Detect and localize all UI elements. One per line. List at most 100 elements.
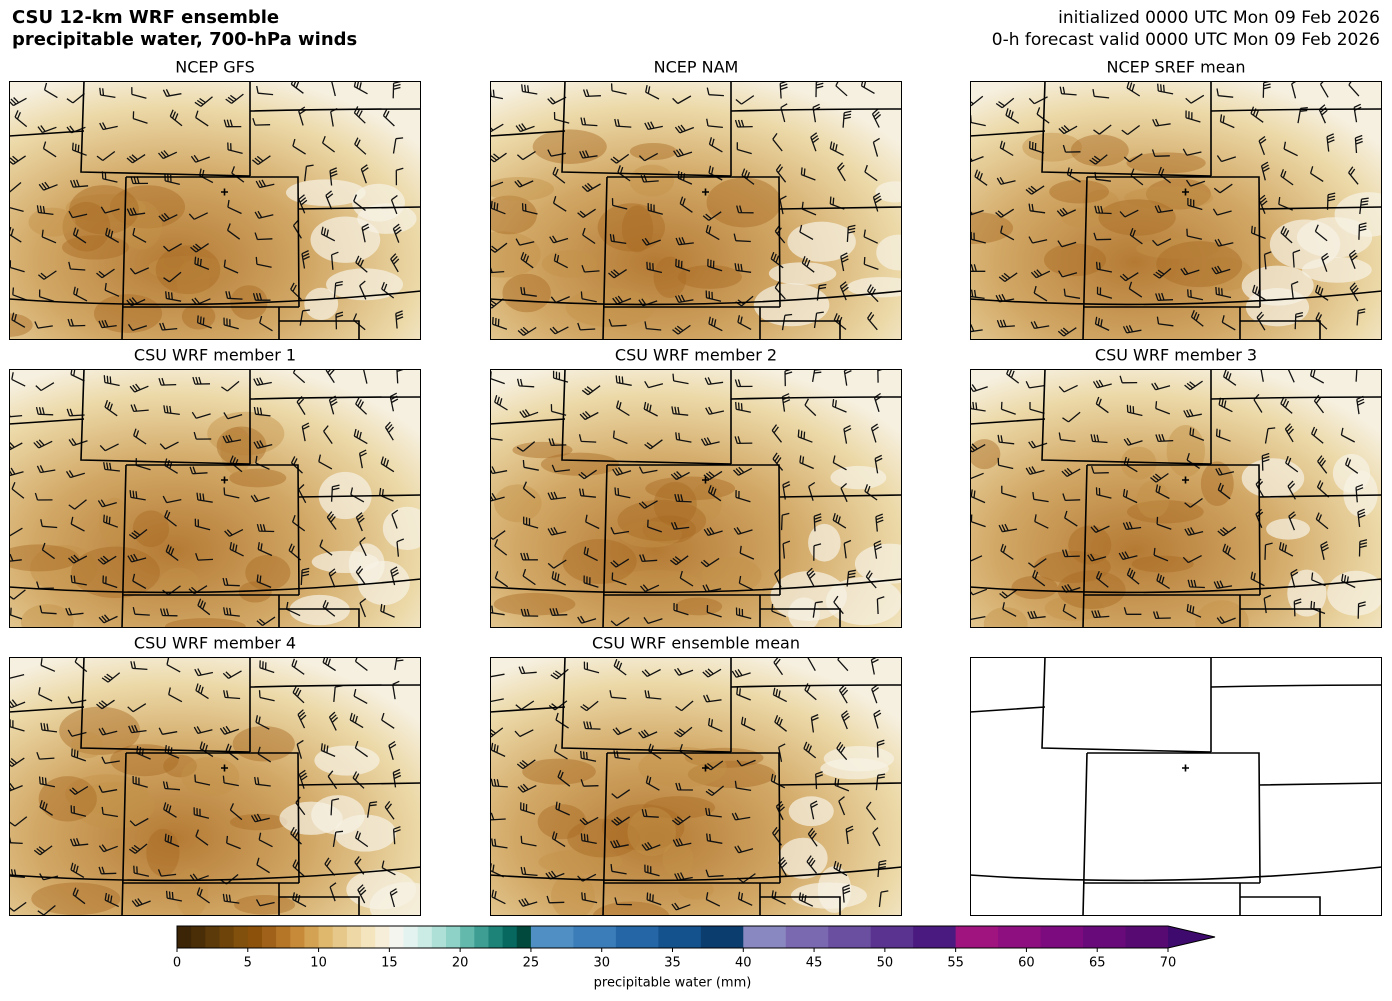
wind-barb <box>9 97 27 107</box>
wind-barb <box>1095 261 1113 273</box>
wind-barb <box>352 771 365 789</box>
wind-barb <box>1341 573 1356 589</box>
wind-barb <box>545 870 565 880</box>
colorbar-cell <box>389 926 405 948</box>
wind-barb <box>733 233 751 243</box>
wind-barb <box>194 668 214 677</box>
wind-barb <box>68 210 88 219</box>
wind-barb <box>843 539 852 559</box>
wind-barb <box>250 813 270 823</box>
wind-barb <box>519 409 539 419</box>
wind-barb <box>843 425 852 444</box>
wind-barb <box>552 370 569 383</box>
wind-barb <box>1318 104 1328 124</box>
wind-barb <box>552 196 567 212</box>
wind-barb <box>674 667 694 676</box>
colorbar-cell <box>1125 926 1169 948</box>
wind-barb <box>1344 457 1359 474</box>
wind-barb <box>641 668 661 677</box>
wind-barb <box>98 785 118 793</box>
wind-barb <box>327 770 338 790</box>
wind-barb <box>1290 568 1299 588</box>
wind-barb <box>196 887 210 904</box>
wind-barb <box>319 539 333 556</box>
wind-barb <box>34 321 53 329</box>
wind-barb <box>1182 148 1202 156</box>
field-blob <box>778 837 828 879</box>
wind-barb <box>1153 268 1172 279</box>
wind-barb <box>546 895 565 904</box>
field-blob <box>1145 178 1211 210</box>
wind-barb <box>734 379 753 388</box>
wind-barb <box>675 782 693 791</box>
wind-barb <box>360 164 369 184</box>
wind-barb <box>1189 427 1205 442</box>
title-line: CSU 12-km WRF ensemble <box>12 7 279 28</box>
wind-barb <box>1185 110 1201 123</box>
wind-barb <box>490 201 506 215</box>
wind-barb <box>551 831 566 847</box>
wind-barb <box>129 817 149 827</box>
wind-barb <box>672 373 689 385</box>
wind-barb <box>98 614 118 624</box>
wind-barb <box>1061 584 1081 593</box>
map-panel <box>970 81 1382 340</box>
wind-barb <box>612 467 632 476</box>
wind-barb <box>1062 493 1081 502</box>
field-blob <box>808 523 841 562</box>
field-blob <box>1136 480 1170 519</box>
wind-barb <box>158 150 178 160</box>
colorbar-cell <box>785 926 829 948</box>
wind-barb <box>490 673 505 678</box>
wind-barb <box>738 575 754 591</box>
wind-barb <box>394 657 404 671</box>
wind-barb <box>250 494 270 503</box>
wind-barb <box>583 721 601 730</box>
wind-barb <box>1152 611 1171 620</box>
wind-barb <box>196 315 212 329</box>
wind-barb <box>130 404 149 413</box>
wind-barb <box>970 264 986 272</box>
field-blob <box>753 283 830 327</box>
wind-barb <box>1094 316 1110 331</box>
map-content <box>490 657 902 916</box>
wind-barb <box>610 527 630 535</box>
wind-barb <box>1025 381 1045 389</box>
wind-barb <box>229 803 243 821</box>
field-blob <box>876 234 902 271</box>
wind-barb <box>612 430 628 445</box>
colorbar-tick-label: 60 <box>1018 956 1035 971</box>
colorbar-tick-label: 40 <box>735 956 752 971</box>
wind-barb <box>392 81 401 99</box>
wind-barb <box>638 152 659 162</box>
field-blob <box>1082 189 1121 221</box>
wind-barb <box>610 558 630 568</box>
wind-barb <box>1153 547 1169 562</box>
field-blob <box>1068 525 1112 565</box>
field-blob <box>382 506 421 551</box>
field-blob <box>289 594 350 626</box>
wind-barb <box>705 290 722 302</box>
colorbar-tick-label: 35 <box>664 956 681 971</box>
wind-barb <box>292 892 307 908</box>
wind-barb <box>1029 141 1045 154</box>
wind-barb <box>736 205 754 214</box>
wind-barb <box>322 657 336 672</box>
init-line: initialized 0000 UTC Mon 09 Feb 2026 <box>1058 8 1380 28</box>
wind-barb <box>970 472 984 480</box>
wind-barb <box>995 97 1015 109</box>
wind-barb <box>1260 161 1270 181</box>
wind-barb <box>320 226 336 242</box>
wind-barb <box>833 595 844 615</box>
wind-barb <box>259 660 275 674</box>
wind-barb <box>195 829 209 846</box>
wind-barb <box>778 743 786 763</box>
field-blob <box>1302 256 1372 283</box>
wind-barb <box>256 85 274 96</box>
wind-barb <box>99 122 118 131</box>
field-blob <box>1098 199 1176 236</box>
field-blob <box>146 828 180 877</box>
wind-barb <box>608 318 627 327</box>
wind-barb <box>326 511 337 530</box>
wind-barb <box>609 233 627 245</box>
